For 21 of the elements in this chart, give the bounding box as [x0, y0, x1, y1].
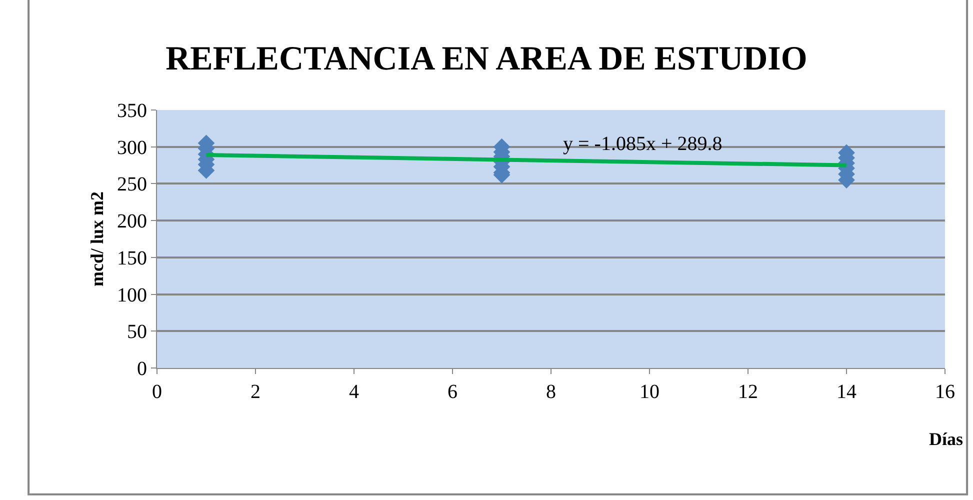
x-tick-label: 4: [349, 381, 359, 403]
y-axis-title: mcd/ lux m2: [87, 191, 108, 287]
x-tick-label: 0: [152, 381, 162, 403]
y-tick-label: 300: [117, 136, 147, 159]
y-tick-label: 100: [117, 284, 147, 306]
x-tick-label: 12: [738, 381, 758, 403]
x-tick-label: 16: [935, 381, 955, 403]
x-tick-label: 8: [546, 381, 556, 403]
y-tick-label: 150: [117, 247, 147, 270]
y-tick-label: 0: [137, 358, 147, 380]
y-tick-label: 50: [127, 321, 147, 344]
x-tick-label: 6: [448, 381, 458, 403]
y-tick-label: 200: [117, 210, 147, 233]
x-axis-title: Días: [929, 429, 964, 449]
x-tick-label: 10: [640, 381, 660, 403]
annotation: y = -1.085x + 289.8: [563, 133, 722, 155]
y-tick-label: 250: [117, 174, 147, 196]
chart-title: REFLECTANCIA EN AREA DE ESTUDIO: [166, 40, 808, 78]
y-tick-label: 350: [117, 100, 147, 122]
x-tick-label: 2: [250, 381, 260, 403]
x-tick-label: 14: [836, 381, 856, 403]
